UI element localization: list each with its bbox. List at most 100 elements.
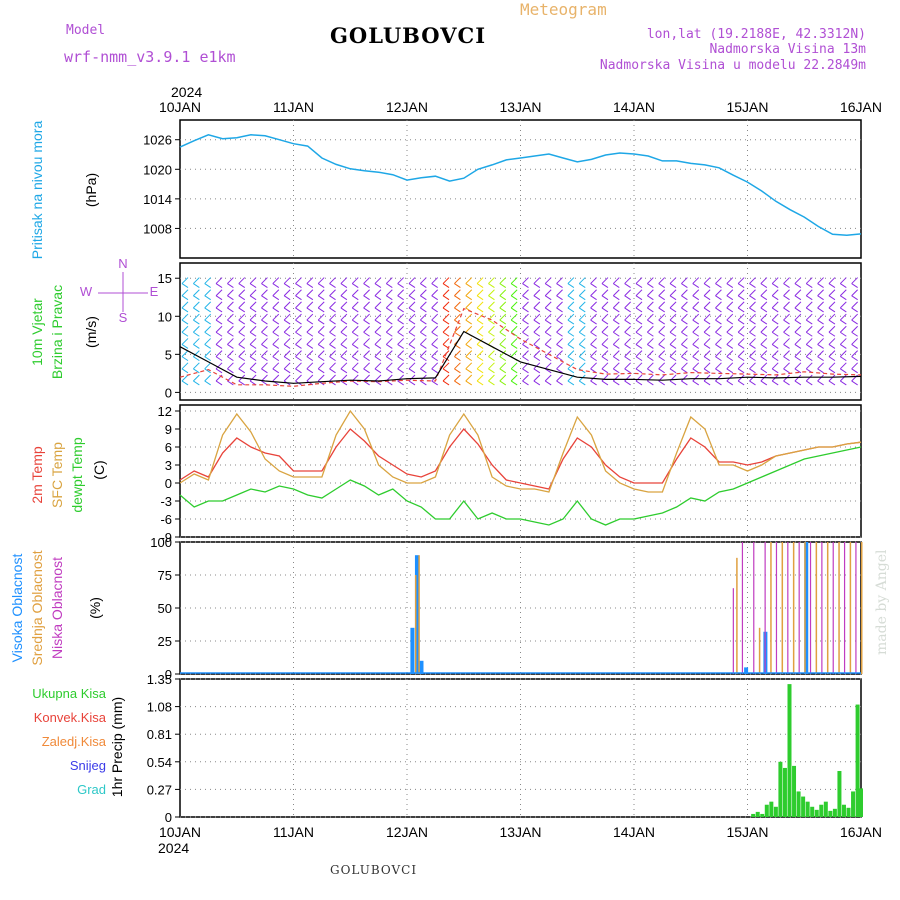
cloud-label-low: Niska Oblacnost (49, 557, 65, 659)
cloud-bar (736, 557, 738, 674)
wind-barb (533, 301, 541, 313)
pressure-unit: (hPa) (83, 173, 99, 207)
wind-barb (760, 374, 768, 386)
wind-barb (544, 325, 552, 337)
wind-barb (828, 350, 836, 362)
wind-barb (317, 325, 325, 337)
wind-barb (783, 313, 790, 325)
precip-bar (828, 810, 833, 817)
wind-barb (817, 277, 824, 288)
wind-barb (590, 301, 597, 313)
bottom-x-ticks: 10JAN 11JAN 12JAN 13JAN 14JAN 15JAN 16JAN (159, 824, 882, 840)
wind-barb (317, 362, 325, 374)
wind-barb (567, 350, 575, 362)
wind-barb (192, 277, 200, 288)
wind-barb (238, 338, 246, 349)
cloud-bar (826, 542, 829, 674)
wind-barb (817, 301, 824, 313)
pressure-label: Pritisak na nivou mora (29, 121, 45, 260)
cloud-bar (414, 555, 419, 674)
wind-barb (465, 374, 473, 386)
wind-barb (204, 362, 212, 374)
wind-barb (817, 374, 824, 386)
precip-bar (796, 791, 801, 817)
wind-barb (544, 289, 552, 301)
wind-barb (204, 301, 212, 313)
wind-barb (363, 289, 370, 301)
wind-barb (385, 325, 393, 337)
wind-barb (476, 350, 484, 362)
wind-barb (499, 277, 507, 288)
wind-barb (385, 277, 393, 288)
wind-barb (737, 362, 745, 374)
station-title: GOLUBOVCI (330, 23, 486, 48)
wind-barb (544, 313, 552, 325)
wind-barb (805, 338, 813, 349)
wind-barb (567, 289, 575, 301)
wind-barb (431, 338, 439, 349)
wind-barb (658, 301, 666, 313)
wind-barb (374, 338, 382, 349)
wind-barb (851, 338, 859, 349)
wind-barb (499, 325, 507, 337)
wind-barb (306, 325, 314, 337)
wind-barb (590, 313, 597, 325)
wind-barb (749, 289, 756, 301)
precip-bar (760, 813, 765, 817)
temp-line-2 (179, 446, 862, 526)
wind-barb (522, 301, 529, 313)
temperature-ytick-label: 9 (165, 422, 172, 437)
wind-barb (533, 313, 541, 325)
wind-barb (794, 362, 802, 374)
wind-barb (749, 277, 756, 288)
wind-barb (692, 325, 700, 337)
wind-barb (771, 374, 779, 386)
wind-barb (363, 338, 370, 349)
precip-ytick-label: 0.81 (147, 727, 172, 742)
wind-barb (839, 313, 847, 325)
wind-barb (238, 277, 246, 288)
precip-ytick-label: 0 (165, 810, 172, 825)
wind-barb (488, 325, 495, 337)
footer-station: GOLUBOVCI (330, 863, 417, 877)
wind-barb (624, 277, 632, 288)
wind-barb (442, 362, 450, 374)
wind-barb (431, 289, 439, 301)
wind-barb (442, 350, 450, 362)
precip-bar (837, 771, 842, 817)
wind-barb (783, 374, 790, 386)
wind-barb (612, 350, 620, 362)
wind-barb (828, 338, 836, 349)
elevation-text: Nadmorska Visina 13m (709, 42, 866, 57)
wind-barb (703, 277, 711, 288)
precip-ytick-label: 0.27 (147, 782, 172, 797)
wind-barb (771, 313, 779, 325)
wind-barb (283, 301, 291, 313)
wind-ytick-label: 10 (158, 309, 172, 324)
wind-barb (340, 374, 348, 386)
wind-barb (465, 338, 473, 349)
top-tick-label: 12JAN (386, 99, 428, 115)
wind-barb (646, 277, 654, 288)
wind-barb (351, 277, 359, 288)
wind-barb (794, 325, 802, 337)
wind-barb (204, 313, 212, 325)
temperature-panel: -9 -6 -3 0 3 6 9 12 (158, 404, 862, 545)
wind-barb (261, 325, 268, 337)
wind-barb (181, 301, 189, 313)
wind-barb (374, 313, 382, 325)
wind-barb (306, 301, 314, 313)
wind-barb (703, 289, 711, 301)
wind-barb (329, 325, 336, 337)
precip-bar (859, 788, 863, 817)
wind-barb (669, 338, 677, 349)
wind-barb (590, 325, 597, 337)
wind-barb (476, 301, 484, 313)
precip-bar (841, 804, 846, 817)
wind-barb (442, 301, 450, 313)
wind-barb (544, 277, 552, 288)
wind-barb (442, 289, 450, 301)
wind-barb (306, 350, 314, 362)
wind-barb (374, 289, 382, 301)
wind-barb (499, 350, 507, 362)
